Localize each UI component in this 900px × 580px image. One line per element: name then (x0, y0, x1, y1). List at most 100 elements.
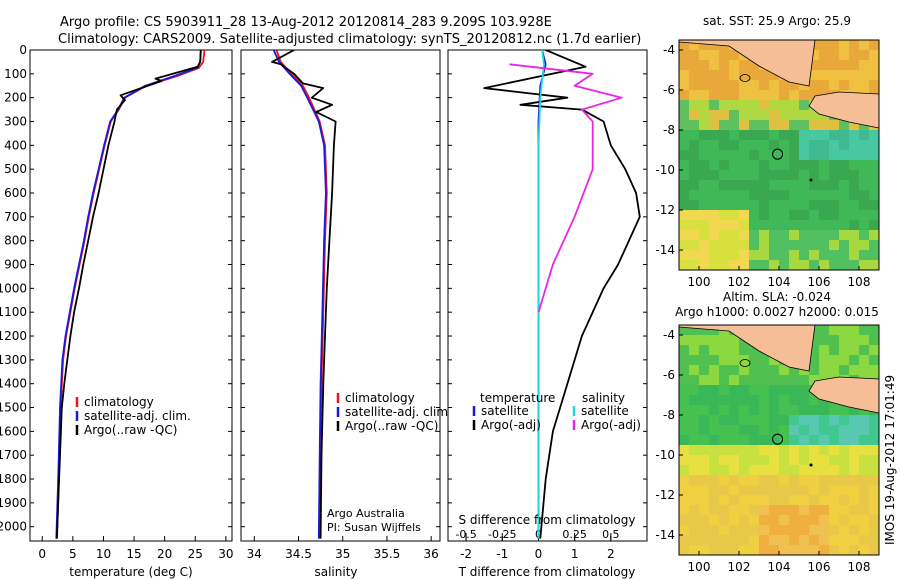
map-cell (849, 190, 860, 201)
map-cell (869, 250, 879, 261)
map-cell (739, 60, 750, 71)
map-cell (809, 335, 820, 346)
x-tick-label: 5 (69, 547, 77, 561)
map-cell (829, 140, 840, 151)
map-cell (849, 505, 860, 516)
map-cell (739, 465, 750, 476)
map-cell (709, 375, 720, 386)
map-cell (729, 200, 740, 211)
series-line-temperature-argo-adj- (483, 50, 641, 539)
map-cell (849, 435, 860, 446)
map-cell (839, 345, 850, 356)
map-cell (749, 80, 760, 91)
map-cell (869, 160, 879, 171)
map-cell (759, 405, 770, 416)
map-cell (719, 190, 730, 201)
map-cell (839, 190, 850, 201)
map-cell (829, 405, 840, 416)
map-cell (759, 100, 770, 111)
map-cell (849, 535, 860, 546)
map-cell (819, 525, 830, 536)
map-y-tick-label: -14 (655, 528, 675, 542)
map-cell (729, 70, 740, 81)
map-cell (719, 425, 730, 436)
map-cell (789, 160, 800, 171)
map-cell (769, 405, 780, 416)
map-cell (699, 485, 710, 496)
map-cell (869, 325, 879, 336)
map-cell (729, 415, 740, 426)
map-cell (829, 210, 840, 221)
map-cell (699, 80, 710, 91)
map-cell (759, 505, 770, 516)
map-cell (799, 525, 810, 536)
map-cell (779, 260, 790, 270)
map-cell (729, 260, 740, 270)
map-cell (749, 435, 760, 446)
map-cell (789, 100, 800, 111)
map-cell (789, 445, 800, 456)
y-tick-label: 300 (4, 115, 27, 129)
map-cell (839, 130, 850, 141)
map-cell (849, 150, 860, 161)
map-cell (869, 535, 879, 546)
header-line2: Climatology: CARS2009. Satellite-adjuste… (58, 32, 641, 47)
map-cell (829, 120, 840, 131)
map-cell (819, 365, 830, 376)
map-cell (819, 170, 830, 181)
map-cell (779, 455, 790, 466)
y-tick-label: 600 (4, 186, 27, 200)
map-cell (739, 90, 750, 101)
map-cell (809, 415, 820, 426)
map-y-tick-label: -12 (655, 488, 675, 502)
map-cell (699, 515, 710, 526)
map-cell (709, 525, 720, 536)
map-cell (809, 375, 820, 386)
map-cell (739, 445, 750, 456)
map-cell (839, 250, 850, 261)
map-cell (729, 515, 740, 526)
map-cell (719, 120, 730, 131)
map-cell (819, 240, 830, 251)
map-cell (699, 415, 710, 426)
map-cell (809, 515, 820, 526)
map-cell (709, 220, 720, 231)
x-tick-label: 34 (247, 547, 262, 561)
map-cell (849, 160, 860, 171)
y-tick-label: 1700 (0, 448, 27, 462)
map-cell (689, 90, 700, 101)
series-line-salinity-satellite (537, 50, 545, 539)
map-cell (749, 515, 760, 526)
map-cell (719, 515, 730, 526)
map-cell (869, 170, 879, 181)
map-cell (729, 50, 740, 61)
map-cell (679, 525, 690, 536)
series-line-argo-raw-qc- (271, 50, 337, 539)
map-cell (739, 100, 750, 111)
map-cell (759, 200, 770, 211)
map-cell (779, 250, 790, 261)
map-cell (829, 80, 840, 91)
map-cell (679, 130, 690, 141)
map-cell (719, 220, 730, 231)
map-cell (709, 160, 720, 171)
map-cell (809, 395, 820, 406)
map-cell (859, 260, 870, 270)
map-cell (679, 260, 690, 270)
map-cell (679, 385, 690, 396)
map-cell (679, 250, 690, 261)
map-cell (759, 365, 770, 376)
map-cell (689, 150, 700, 161)
map-cell (689, 240, 700, 251)
map-cell (809, 60, 820, 71)
map-cell (709, 90, 720, 101)
x-tick-label: 25 (188, 547, 203, 561)
map-cell (709, 535, 720, 546)
map-cell (779, 90, 790, 101)
map-cell (729, 495, 740, 506)
map-cell (819, 445, 830, 456)
map-cell (789, 180, 800, 191)
map-cell (869, 40, 879, 51)
map-cell (759, 415, 770, 426)
map-cell (799, 170, 810, 181)
